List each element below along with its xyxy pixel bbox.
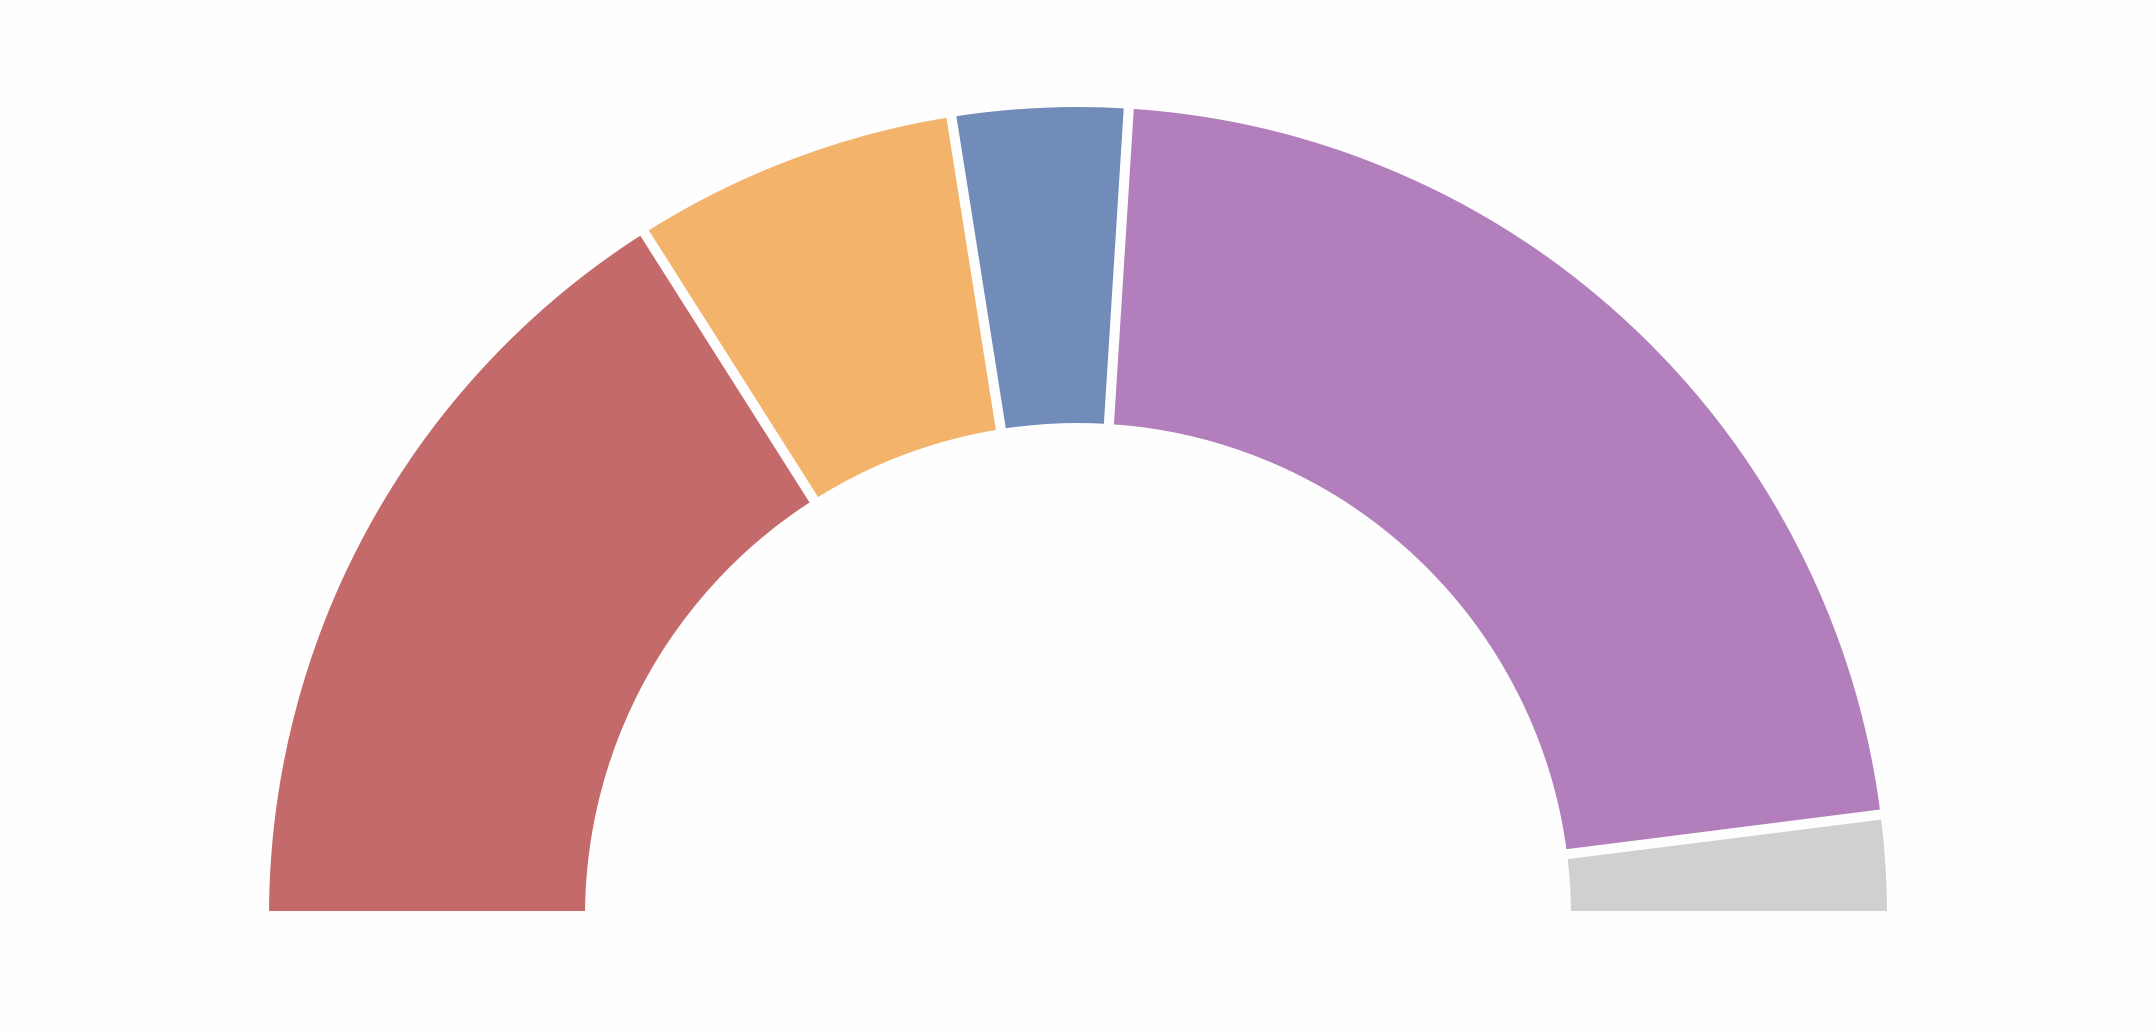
segment	[1103, 98, 1892, 861]
segment	[1556, 808, 1898, 921]
segment	[258, 221, 824, 921]
